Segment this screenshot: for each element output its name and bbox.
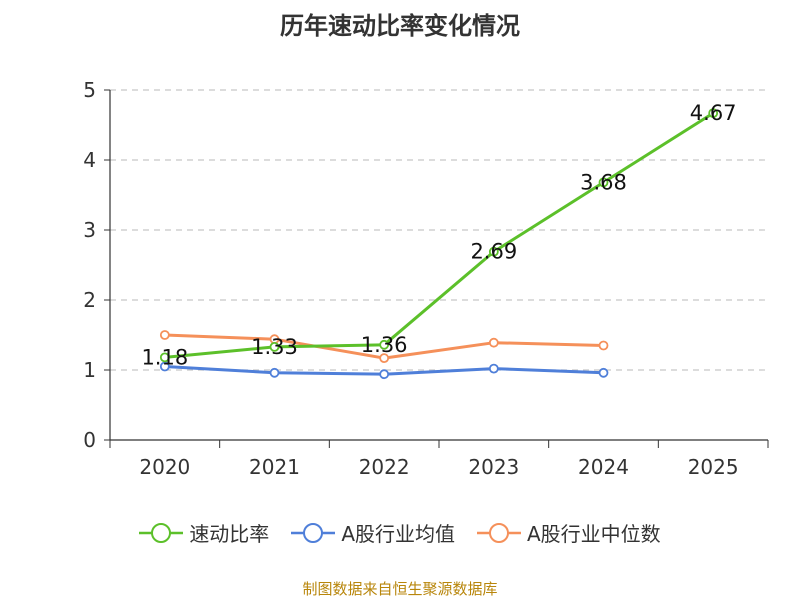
x-tick-label: 2022: [359, 455, 410, 479]
legend-item[interactable]: A股行业均值: [291, 518, 455, 547]
legend-circle: [489, 522, 509, 543]
data-point: [269, 341, 280, 352]
data-point: [379, 339, 390, 350]
legend-item[interactable]: A股行业中位数: [477, 518, 661, 547]
series-line: [164, 111, 714, 359]
y-tick-label: 4: [83, 148, 96, 172]
data-label: 1.18: [141, 345, 188, 369]
y-tick-label: 2: [83, 288, 96, 312]
legend-circle: [151, 522, 172, 543]
data-point: [159, 361, 170, 372]
data-point: [488, 246, 499, 257]
data-point: [379, 369, 390, 380]
data-point: [488, 363, 499, 374]
y-tick-label: 1: [83, 358, 96, 382]
legend-marker-icon: [291, 522, 336, 543]
data-labels: 1.18 1.33 1.36 2.69 3.68 4.67: [141, 101, 736, 369]
data-point: [708, 108, 719, 118]
legend-label: A股行业中位数: [527, 522, 661, 546]
data-point: [159, 352, 170, 363]
x-tick-label: 2024: [578, 455, 629, 479]
chart-title: 历年速动比率变化情况: [280, 12, 520, 40]
legend-marker-icon: [139, 522, 184, 543]
legend-label: 速动比率: [189, 522, 270, 546]
data-point: [159, 330, 170, 340]
data-point: [269, 367, 280, 378]
legend-marker-icon: [477, 522, 521, 543]
data-point: [488, 337, 499, 348]
data-label: 1.36: [361, 333, 408, 357]
grid-lines: [110, 89, 768, 371]
y-tick-label: 3: [83, 218, 96, 242]
legend-circle: [303, 522, 324, 543]
axes: 0 1 2 3 4 5 2020 2021 2022 2023 2024 2025: [83, 78, 769, 479]
x-tick-label: 2020: [139, 455, 190, 479]
series-lines: [159, 108, 719, 380]
source-note: 制图数据来自恒生聚源数据库: [302, 580, 498, 598]
data-label: 3.68: [580, 170, 627, 194]
data-point: [598, 177, 609, 188]
data-point: [598, 340, 609, 351]
data-label: 4.67: [690, 101, 737, 125]
legend: 速动比率 A股行业均值 A股行业中位数: [0, 518, 800, 547]
data-point: [598, 367, 609, 378]
y-tick-label: 0: [83, 428, 96, 452]
x-tick-label: 2025: [688, 455, 739, 479]
data-point: [379, 353, 390, 364]
x-tick-label: 2021: [249, 455, 300, 479]
legend-item[interactable]: 速动比率: [139, 518, 269, 547]
x-tick-label: 2023: [468, 455, 519, 479]
data-label: 1.33: [251, 335, 298, 359]
legend-label: A股行业均值: [341, 522, 455, 546]
y-tick-label: 5: [83, 78, 96, 102]
data-label: 2.69: [470, 240, 517, 264]
